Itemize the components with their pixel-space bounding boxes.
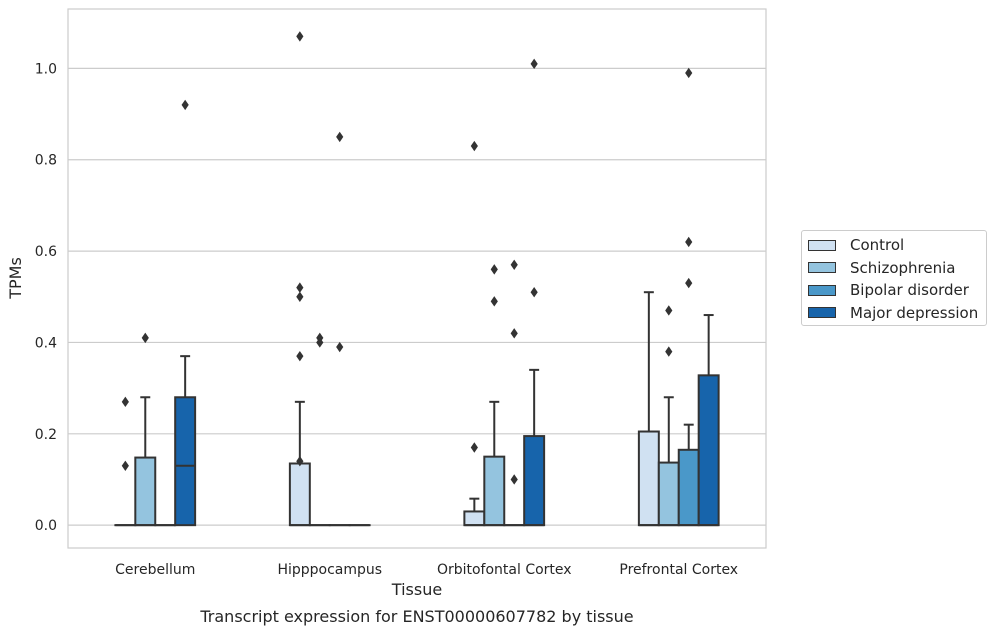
box bbox=[288, 462, 311, 527]
outlier-point bbox=[121, 460, 129, 471]
x-axis-label: Tissue bbox=[391, 580, 442, 599]
outlier-point bbox=[530, 58, 538, 70]
legend-label: Schizophrenia bbox=[850, 258, 956, 277]
legend-item: Bipolar disorder bbox=[808, 280, 969, 300]
y-tick-label: 0.2 bbox=[35, 427, 57, 443]
box-group bbox=[483, 264, 506, 527]
x-tick-label: Hipppocampus bbox=[277, 562, 382, 578]
outlier-point bbox=[490, 264, 498, 275]
outlier-point bbox=[336, 131, 344, 143]
box bbox=[134, 456, 157, 527]
outlier-point bbox=[296, 291, 304, 302]
outlier-point bbox=[685, 236, 693, 248]
box bbox=[657, 461, 680, 527]
y-tick-label: 0.0 bbox=[35, 518, 57, 534]
y-tick-label: 0.8 bbox=[35, 153, 57, 169]
outlier-point bbox=[470, 442, 478, 453]
legend-swatch bbox=[808, 307, 836, 318]
outlier-point bbox=[510, 259, 518, 270]
outlier-point bbox=[665, 305, 673, 316]
outlier-point bbox=[181, 99, 189, 111]
box-group bbox=[523, 58, 546, 527]
legend-item: Major depression bbox=[808, 303, 978, 323]
outlier-point bbox=[316, 332, 324, 344]
box bbox=[677, 448, 700, 527]
x-tick-label: Prefrontal Cortex bbox=[619, 562, 738, 578]
legend-item: Schizophrenia bbox=[808, 258, 955, 278]
outlier-point bbox=[490, 296, 498, 307]
box bbox=[463, 510, 486, 527]
outlier-point bbox=[141, 332, 149, 344]
box-group bbox=[463, 140, 486, 527]
legend-swatch bbox=[808, 239, 836, 251]
legend-item: Control bbox=[808, 235, 904, 255]
outlier-point bbox=[510, 474, 518, 485]
outlier-point bbox=[296, 456, 304, 467]
legend-label: Major depression bbox=[850, 303, 979, 322]
box-group bbox=[697, 314, 720, 527]
box bbox=[174, 396, 197, 527]
box-group bbox=[174, 99, 197, 527]
outlier-point bbox=[510, 328, 518, 339]
chart-title: Transcript expression for ENST0000060778… bbox=[199, 607, 633, 626]
outlier-point bbox=[336, 341, 344, 353]
plot-frame bbox=[67, 8, 767, 549]
y-axis-label: TPMs bbox=[6, 257, 25, 300]
legend-swatch bbox=[808, 284, 836, 296]
box-group bbox=[134, 332, 157, 527]
y-tick-label: 0.6 bbox=[35, 244, 57, 260]
box bbox=[523, 435, 546, 527]
legend-swatch bbox=[808, 262, 836, 273]
outlier-point bbox=[685, 67, 693, 79]
box bbox=[637, 430, 660, 527]
legend-label: Control bbox=[850, 236, 905, 254]
legend-label: Bipolar disorder bbox=[850, 281, 969, 299]
x-tick-label: Cerebellum bbox=[115, 562, 195, 578]
box-group bbox=[288, 31, 311, 527]
y-tick-label: 1.0 bbox=[35, 61, 57, 77]
box-group bbox=[308, 332, 331, 527]
y-tick-label: 0.4 bbox=[35, 335, 57, 351]
outlier-point bbox=[470, 140, 478, 152]
outlier-point bbox=[121, 396, 129, 408]
outlier-point bbox=[296, 282, 304, 293]
box bbox=[697, 374, 720, 527]
x-tick-label: Orbitofontal Cortex bbox=[437, 562, 572, 578]
outlier-point bbox=[296, 31, 304, 42]
box-group bbox=[503, 259, 526, 527]
box bbox=[483, 455, 506, 527]
box-group bbox=[328, 131, 351, 527]
outlier-point bbox=[296, 350, 304, 362]
outlier-point bbox=[530, 287, 538, 298]
outlier-point bbox=[685, 277, 693, 289]
legend: Control Schizophrenia Bipolar disorder Majo… bbox=[801, 230, 987, 326]
outlier-point bbox=[665, 346, 673, 357]
